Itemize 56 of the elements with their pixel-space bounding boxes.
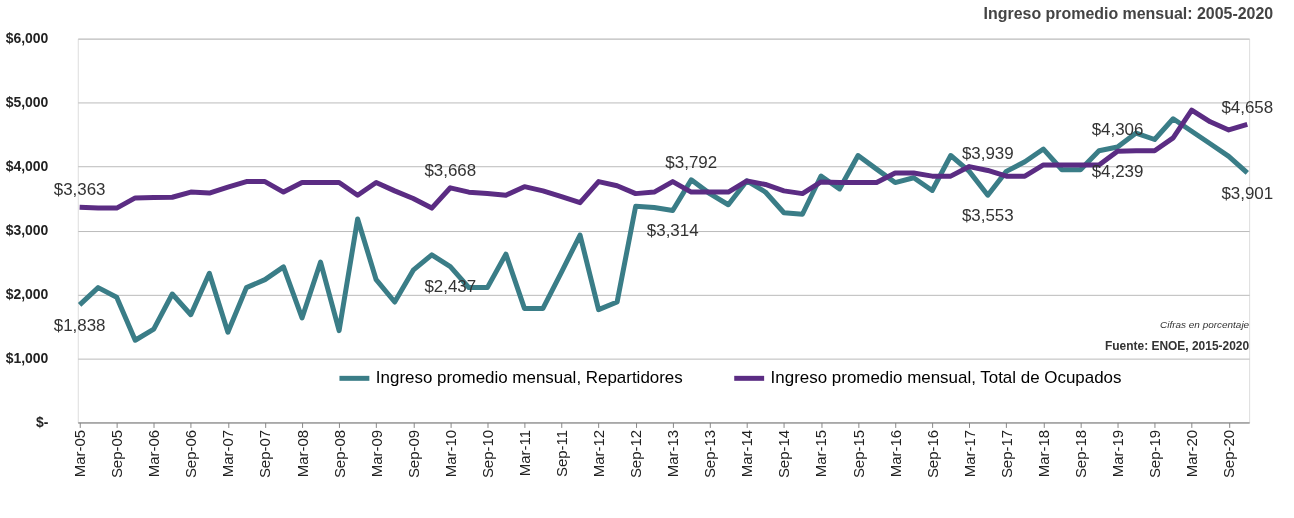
data-label: $1,838 bbox=[53, 315, 106, 335]
x-tick-label: Mar-10 bbox=[441, 429, 459, 478]
x-tick-label: Mar-08 bbox=[293, 429, 311, 478]
x-tick-label: Sep-06 bbox=[182, 429, 200, 479]
x-tick-label: Mar-19 bbox=[1109, 429, 1127, 478]
y-tick-label: $6,000 bbox=[5, 30, 49, 47]
x-tick-label: Mar-09 bbox=[367, 429, 385, 478]
x-tick-label: Mar-17 bbox=[960, 429, 978, 478]
x-tick-label: Mar-13 bbox=[664, 429, 682, 478]
x-tick-label: Sep-09 bbox=[404, 429, 422, 479]
data-label: $3,901 bbox=[1221, 183, 1274, 203]
chart-title: Ingreso promedio mensual: 2005-2020 bbox=[983, 4, 1274, 22]
x-tick-label: Mar-14 bbox=[738, 429, 756, 478]
data-label: $3,314 bbox=[646, 221, 699, 241]
x-tick-label: Mar-20 bbox=[1183, 429, 1201, 478]
legend-label: Ingreso promedio mensual, Total de Ocupados bbox=[770, 368, 1122, 388]
x-tick-label: Sep-19 bbox=[1146, 429, 1164, 479]
x-tick-label: Sep-12 bbox=[627, 429, 645, 479]
legend-label: Ingreso promedio mensual, Repartidores bbox=[375, 368, 683, 388]
x-tick-label: Sep-08 bbox=[330, 429, 348, 479]
y-tick-label: $2,000 bbox=[5, 285, 49, 302]
data-label: $3,792 bbox=[665, 152, 718, 172]
data-label: $3,363 bbox=[53, 180, 106, 200]
x-tick-label: Sep-18 bbox=[1071, 429, 1089, 479]
data-label: $3,939 bbox=[961, 143, 1014, 163]
x-tick-label: Mar-05 bbox=[71, 429, 89, 478]
annotation: Fuente: ENOE, 2015-2020 bbox=[1104, 339, 1250, 354]
x-tick-label: Sep-13 bbox=[701, 429, 719, 479]
x-tick-label: Sep-11 bbox=[552, 429, 570, 477]
data-label: $3,553 bbox=[961, 206, 1014, 226]
data-label: $4,658 bbox=[1221, 97, 1274, 117]
x-tick-label: Mar-16 bbox=[886, 429, 904, 478]
x-tick-label: Sep-20 bbox=[1220, 429, 1238, 479]
y-tick-label: $4,000 bbox=[5, 158, 49, 175]
x-tick-label: Sep-05 bbox=[108, 429, 126, 479]
annotation: Cifras en porcentaje bbox=[1160, 318, 1250, 330]
y-tick-label: $3,000 bbox=[5, 222, 49, 239]
x-tick-label: Sep-14 bbox=[775, 429, 793, 479]
data-label: $2,437 bbox=[424, 277, 477, 297]
x-tick-label: Mar-07 bbox=[219, 429, 237, 478]
x-tick-label: Sep-10 bbox=[478, 429, 496, 479]
y-tick-label: $- bbox=[35, 413, 49, 430]
x-tick-label: Mar-18 bbox=[1034, 429, 1052, 478]
x-tick-label: Sep-15 bbox=[849, 429, 867, 479]
x-tick-label: Mar-11 bbox=[515, 429, 533, 477]
y-tick-label: $5,000 bbox=[5, 94, 49, 111]
data-label: $4,239 bbox=[1091, 162, 1144, 182]
x-tick-label: Sep-16 bbox=[923, 429, 941, 479]
x-tick-label: Mar-15 bbox=[812, 429, 830, 478]
y-tick-label: $1,000 bbox=[5, 349, 49, 366]
x-tick-label: Mar-12 bbox=[590, 429, 608, 478]
data-label: $4,306 bbox=[1091, 120, 1144, 140]
x-tick-label: Sep-07 bbox=[256, 429, 274, 479]
data-label: $3,668 bbox=[424, 160, 477, 180]
x-tick-label: Mar-06 bbox=[145, 429, 163, 478]
x-tick-label: Sep-17 bbox=[997, 429, 1015, 479]
